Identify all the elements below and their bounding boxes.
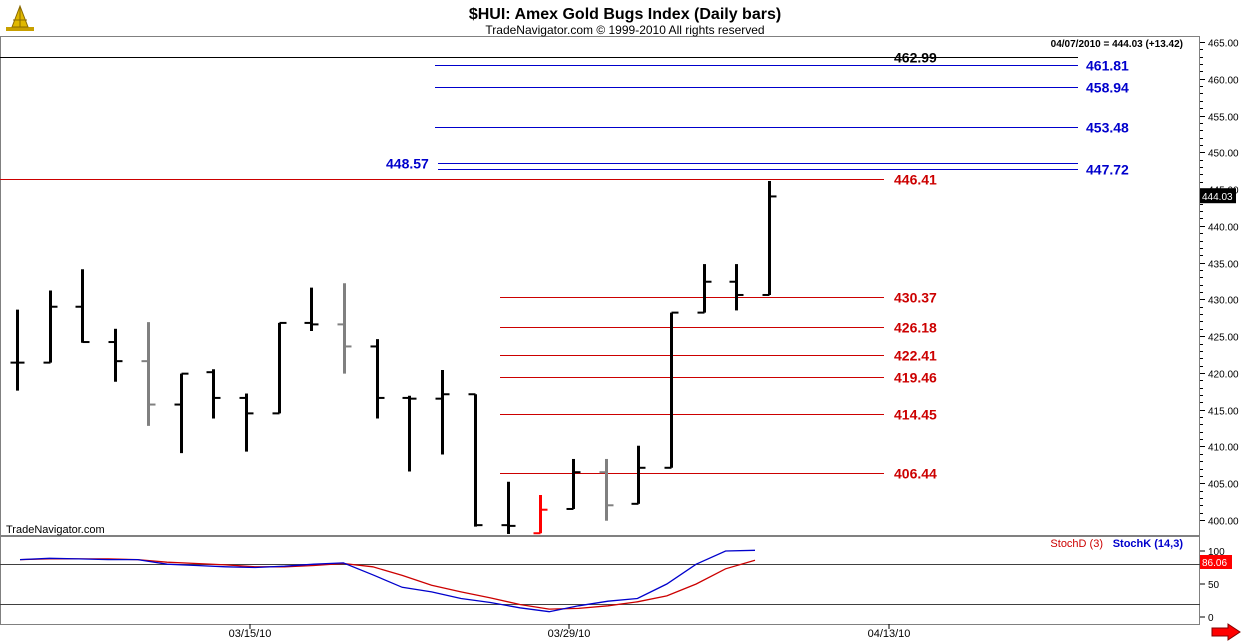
price-panel-frame: [0, 36, 1200, 536]
price-level-label: 430.37: [894, 290, 937, 306]
ohlc-bar: [370, 339, 385, 419]
stoch-k-line: [19, 549, 756, 613]
stoch-tick-label: 0: [1208, 613, 1214, 624]
y-tick-label: 415.00: [1208, 407, 1239, 418]
ohlc-bar: [762, 180, 777, 296]
price-y-axis: 400.00 405.00 410.00 415.00 420.00 425.00 430.…: [1200, 39, 1239, 528]
price-level-label: 462.99: [894, 50, 937, 66]
scroll-right-arrow-icon[interactable]: [1211, 623, 1241, 641]
ohlc-bar: [43, 290, 58, 364]
price-level-label: 414.45: [894, 407, 937, 423]
ohlc-bar: [174, 372, 189, 454]
ohlc-bar: [435, 369, 450, 455]
y-tick-label: 440.00: [1208, 223, 1239, 234]
price-level-label: 448.57: [386, 156, 429, 172]
ohlc-bar: [141, 322, 156, 426]
y-tick-label: 420.00: [1208, 370, 1239, 381]
price-level-label: 422.41: [894, 348, 937, 364]
chart-title: $HUI: Amex Gold Bugs Index (Daily bars): [469, 6, 781, 23]
price-level-label: 461.81: [1086, 58, 1129, 74]
ohlc-bar: [337, 283, 352, 374]
price-level-label: 458.94: [1086, 80, 1129, 96]
stoch-last-value: 86.06: [1202, 558, 1227, 569]
stoch-tick-label: 100: [1208, 547, 1225, 558]
price-level-label: 406.44: [894, 466, 937, 482]
date-x-axis: 03/15/10 03/29/10 04/13/10: [229, 624, 911, 640]
chart-subtitle: TradeNavigator.com © 1999-2010 All right…: [485, 23, 764, 37]
ohlc-bar: [566, 458, 581, 510]
ohlc-bar: [239, 393, 254, 452]
y-tick-label: 430.00: [1208, 296, 1239, 307]
y-tick-label: 465.00: [1208, 39, 1239, 50]
y-tick-label: 425.00: [1208, 333, 1239, 344]
price-levels: 462.99 461.81 458.94 453.48 448.57 447.72 446.…: [0, 50, 1129, 482]
ohlc-bar: [631, 445, 646, 505]
ohlc-bar: [304, 287, 319, 332]
stoch-d-legend: StochD (3): [1050, 538, 1103, 550]
y-tick-label: 455.00: [1208, 113, 1239, 124]
y-tick-label: 410.00: [1208, 443, 1239, 454]
x-tick-label: 04/13/10: [868, 628, 911, 640]
price-level-label: 453.48: [1086, 120, 1129, 136]
x-tick-label: 03/15/10: [229, 628, 272, 640]
ohlc-bar: [468, 393, 483, 527]
last-price-value: 444.03: [1202, 192, 1233, 203]
ohlc-bar: [402, 395, 417, 472]
price-level-label: 446.41: [894, 172, 937, 188]
stochastic-panel-frame: [0, 536, 1200, 625]
y-tick-label: 450.00: [1208, 149, 1239, 160]
ohlc-bar: [664, 311, 679, 469]
price-level-label: 426.18: [894, 320, 937, 336]
trade-navigator-logo-icon: [6, 4, 34, 31]
price-level-label: 419.46: [894, 370, 937, 386]
ohlc-bar: [501, 481, 516, 534]
y-tick-label: 435.00: [1208, 260, 1239, 271]
stoch-k-legend: StochK (14,3): [1113, 538, 1184, 550]
ohlc-bar: [75, 269, 90, 344]
ohlc-bar: [599, 458, 614, 521]
ohlc-bar: [272, 321, 287, 415]
stoch-last-flag: 86.06: [1200, 555, 1232, 569]
y-tick-label: 460.00: [1208, 76, 1239, 87]
ohlc-bar: [206, 369, 221, 419]
last-price-flag: 444.03: [1200, 188, 1236, 204]
x-tick-label: 03/29/10: [548, 628, 591, 640]
y-tick-label: 400.00: [1208, 517, 1239, 528]
stochastic-oscillator: 0 50 100: [0, 547, 1225, 624]
price-bars: [10, 180, 777, 535]
last-price-info: 04/07/2010 = 444.03 (+13.42): [1051, 39, 1183, 50]
watermark-text: TradeNavigator.com: [6, 524, 105, 536]
ohlc-bar: [108, 328, 123, 382]
ohlc-bar: [729, 264, 744, 311]
ohlc-bar: [10, 309, 25, 391]
stoch-tick-label: 50: [1208, 580, 1220, 591]
y-tick-label: 405.00: [1208, 480, 1239, 491]
ohlc-bar: [533, 494, 548, 535]
ohlc-bar: [697, 264, 712, 314]
price-level-label: 447.72: [1086, 162, 1129, 178]
